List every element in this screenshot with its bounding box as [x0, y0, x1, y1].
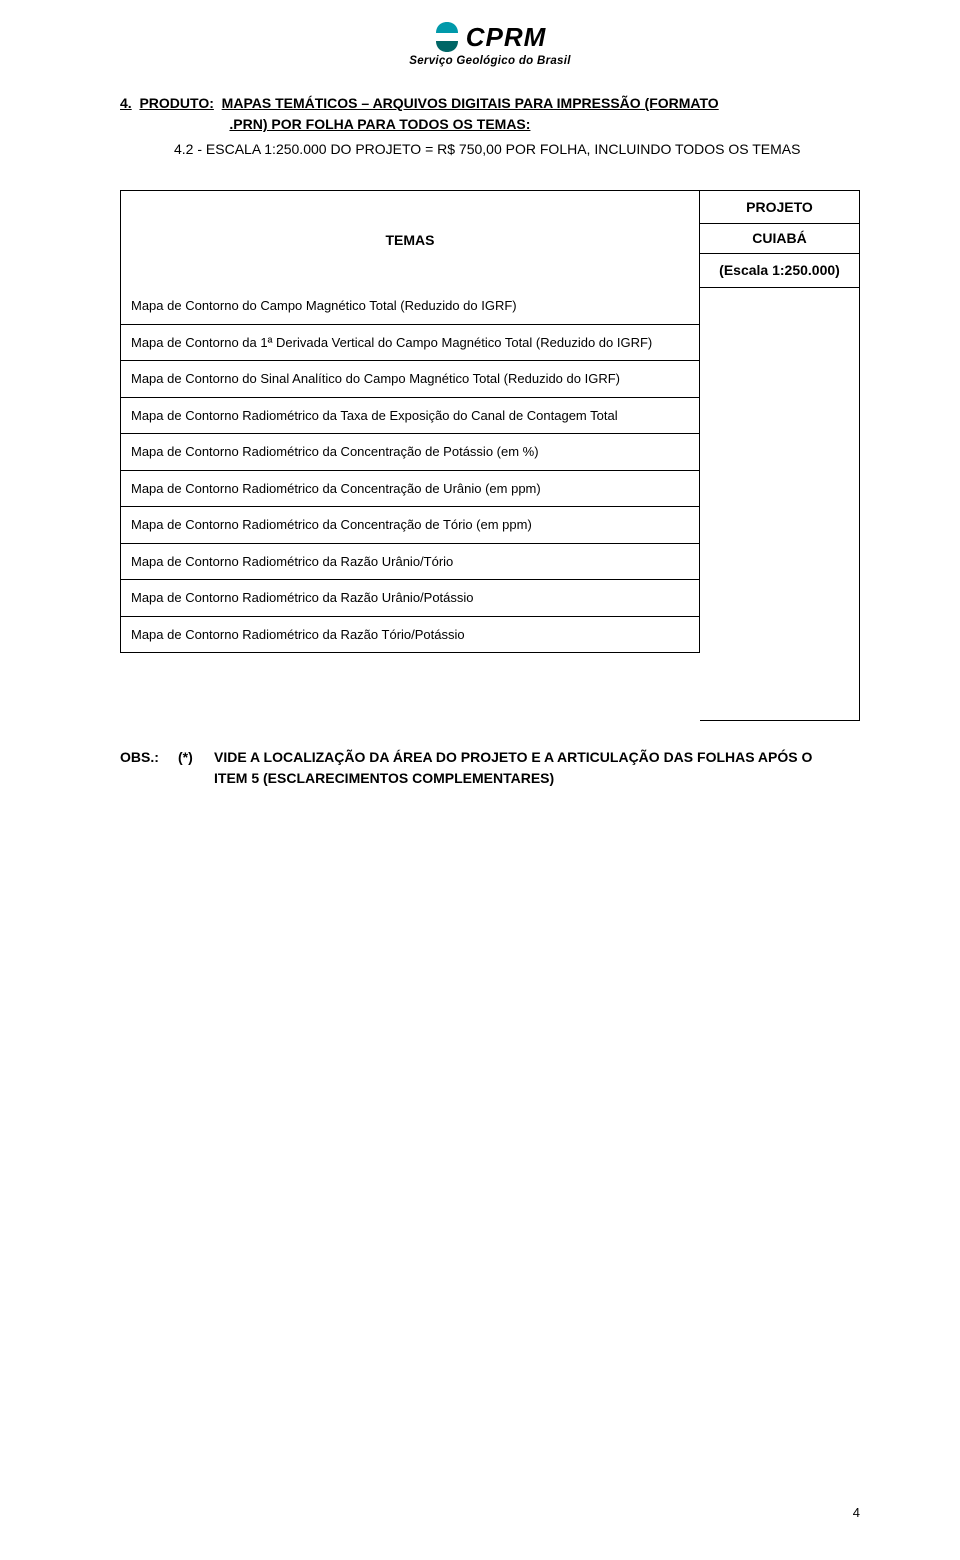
main-table: TEMAS Mapa de Contorno do Campo Magnétic… [120, 190, 860, 721]
table-row: Mapa de Contorno Radiométrico da Concent… [120, 471, 700, 508]
section-subline: 4.2 - ESCALA 1:250.000 DO PROJETO = R$ 7… [174, 139, 860, 160]
temas-header: TEMAS [120, 190, 700, 288]
right-header-cuiaba: CUIABÁ [700, 224, 860, 254]
obs-line1: VIDE A LOCALIZAÇÃO DA ÁREA DO PROJETO E … [214, 749, 812, 765]
table-row: Mapa de Contorno Radiométrico da Razão U… [120, 544, 700, 581]
section-heading: 4. PRODUTO: MAPAS TEMÁTICOS – ARQUIVOS D… [120, 93, 860, 135]
header-logo: CPRM Serviço Geológico do Brasil [120, 20, 860, 69]
right-empty-cell [700, 288, 860, 721]
logo-subtitle: Serviço Geológico do Brasil [409, 55, 570, 67]
logo-text: CPRM [466, 22, 547, 53]
section-num: 4. [120, 95, 132, 111]
table-row: Mapa de Contorno do Campo Magnético Tota… [120, 288, 700, 325]
cprm-logo-icon [434, 20, 460, 54]
obs-body: VIDE A LOCALIZAÇÃO DA ÁREA DO PROJETO E … [214, 747, 860, 789]
obs-line2: ITEM 5 (ESCLARECIMENTOS COMPLEMENTARES) [214, 768, 860, 789]
obs-mark: (*) [178, 747, 214, 789]
obs-label: OBS.: [120, 747, 178, 789]
table-row: Mapa de Contorno do Sinal Analítico do C… [120, 361, 700, 398]
section-label-produto: PRODUTO: [139, 95, 213, 111]
right-header-escala: (Escala 1:250.000) [700, 254, 860, 288]
table-row: Mapa de Contorno Radiométrico da Razão T… [120, 617, 700, 654]
right-header-projeto: PROJETO [700, 190, 860, 224]
table-row: Mapa de Contorno Radiométrico da Concent… [120, 507, 700, 544]
table-row: Mapa de Contorno Radiométrico da Razão U… [120, 580, 700, 617]
table-row: Mapa de Contorno da 1ª Derivada Vertical… [120, 325, 700, 362]
table-row: Mapa de Contorno Radiométrico da Taxa de… [120, 398, 700, 435]
section-title-1: MAPAS TEMÁTICOS – ARQUIVOS DIGITAIS PARA… [222, 95, 719, 111]
obs-note: OBS.: (*) VIDE A LOCALIZAÇÃO DA ÁREA DO … [120, 747, 860, 789]
page-number: 4 [853, 1505, 860, 1520]
table-row: Mapa de Contorno Radiométrico da Concent… [120, 434, 700, 471]
section-title-2: .PRN) POR FOLHA PARA TODOS OS TEMAS: [229, 116, 530, 132]
